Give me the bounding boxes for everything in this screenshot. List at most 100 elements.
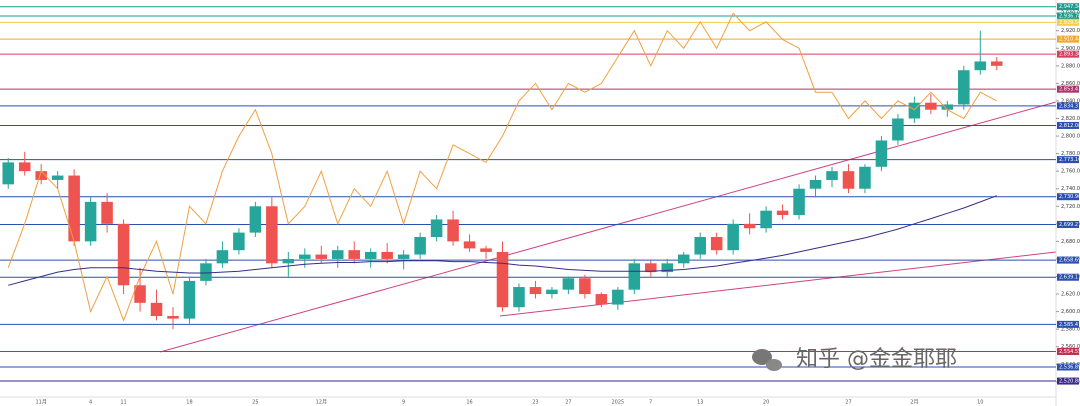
candle-body: [381, 251, 393, 259]
candle-body: [200, 263, 212, 281]
candle-body: [414, 237, 426, 255]
candle-body: [628, 263, 641, 290]
candle-body: [397, 254, 410, 259]
level-label: 2,910.440: [1059, 37, 1080, 43]
candle-body: [546, 289, 558, 295]
candle-body: [826, 171, 838, 180]
level-label: 2,893.300: [1059, 52, 1080, 58]
candle-body: [612, 289, 624, 305]
level-tag: [1057, 273, 1079, 281]
candle-body: [710, 237, 723, 251]
y-tick-label: 2,620.000: [1061, 292, 1080, 298]
wechat-icon: [752, 349, 772, 365]
x-tick-label: 9: [402, 400, 405, 406]
candle-body: [892, 118, 904, 141]
candle-body: [2, 162, 15, 185]
x-tick-label: 4: [89, 400, 92, 406]
candle-body: [760, 210, 772, 229]
level-label: 2,536.890: [1059, 365, 1080, 371]
y-tick-label: 2,900.000: [1061, 46, 1080, 52]
candle-body: [529, 287, 542, 295]
indicator-line: [7, 12, 998, 322]
candle-body: [364, 251, 377, 259]
candle-body: [233, 232, 245, 251]
candle-body: [595, 294, 608, 305]
y-tick-label: 2,580.000: [1061, 327, 1080, 333]
candle-body: [51, 175, 64, 180]
x-tick-label: 7: [649, 400, 652, 406]
level-label: 2,658.690: [1059, 258, 1080, 264]
watermark: 知乎 @金金耶耶: [752, 347, 957, 372]
y-tick-label: 2,560.000: [1061, 344, 1080, 350]
x-tick-label: 23: [532, 400, 538, 406]
candle-body: [101, 201, 113, 224]
level-label: 2,585.470: [1059, 322, 1080, 328]
candle-body: [776, 210, 789, 216]
candle-body: [645, 263, 657, 273]
level-tag: [1057, 18, 1079, 26]
candle-body: [430, 219, 443, 237]
level-label: 2,929.540: [1059, 20, 1080, 26]
y-tick-label: 2,920.000: [1061, 28, 1080, 34]
candle-body: [216, 250, 229, 264]
level-label: 2,699.270: [1059, 222, 1080, 228]
level-tag: [1057, 256, 1079, 264]
level-tag: [1057, 193, 1079, 201]
x-tick-label: 20: [763, 400, 769, 406]
x-tick-label: 16: [466, 400, 472, 406]
level-tag: [1057, 377, 1079, 385]
x-tick-label: 11月: [36, 400, 47, 406]
candle-body: [793, 188, 805, 216]
level-label: 2,639.170: [1059, 275, 1080, 281]
x-tick-label: 10: [977, 400, 983, 406]
wechat-icon: [766, 359, 782, 371]
trend-line: [499, 251, 1057, 317]
candle-body: [579, 278, 591, 295]
candle-body: [150, 302, 163, 316]
candle-body: [990, 61, 1003, 66]
level-tag: [1057, 85, 1079, 93]
y-tick-label: 2,880.000: [1061, 63, 1080, 69]
candle-body: [908, 102, 921, 119]
plot-background: [0, 0, 1057, 406]
level-tag: [1057, 348, 1079, 356]
candle-body: [183, 280, 196, 319]
candle-body: [315, 254, 328, 259]
x-tick-label: 2025: [611, 400, 624, 406]
x-tick-label: 25: [252, 400, 258, 406]
candle-body: [331, 250, 344, 259]
candle-body: [282, 258, 295, 264]
level-label: 2,730.900: [1059, 194, 1080, 200]
x-tick-label: 13: [697, 400, 703, 406]
x-tick-label: 12月: [316, 400, 327, 406]
candle-body: [68, 175, 80, 242]
candle-body: [266, 206, 278, 264]
candle-body: [694, 237, 706, 255]
x-tick-label: 27: [565, 400, 571, 406]
candle-body: [743, 223, 756, 229]
level-label: 2,834.370: [1059, 103, 1080, 109]
level-label: 2,947.340: [1059, 4, 1080, 10]
candle-body: [134, 285, 146, 303]
candle-body: [35, 171, 47, 180]
candle-body: [513, 287, 525, 308]
candle-body: [167, 316, 179, 319]
x-tick-label: 27: [845, 400, 851, 406]
level-label: 2,936.780: [1059, 13, 1080, 19]
candle-body: [496, 251, 509, 308]
indicator-line: [8, 195, 997, 286]
level-label: 2,554.550: [1059, 349, 1080, 355]
level-label: 2,773.160: [1059, 157, 1080, 163]
y-tick-label: 2,740.000: [1061, 186, 1080, 192]
candle-body: [727, 223, 739, 251]
candle-body: [661, 263, 674, 273]
level-tag: [1057, 156, 1079, 164]
level-tag: [1057, 102, 1079, 110]
candle-body: [480, 248, 492, 252]
candle-body: [925, 102, 937, 110]
candle-body: [463, 241, 476, 249]
x-tick-label: 2月: [910, 400, 918, 406]
x-tick-label: 11: [120, 400, 126, 406]
level-tag: [1057, 50, 1079, 58]
candle-body: [249, 206, 262, 233]
